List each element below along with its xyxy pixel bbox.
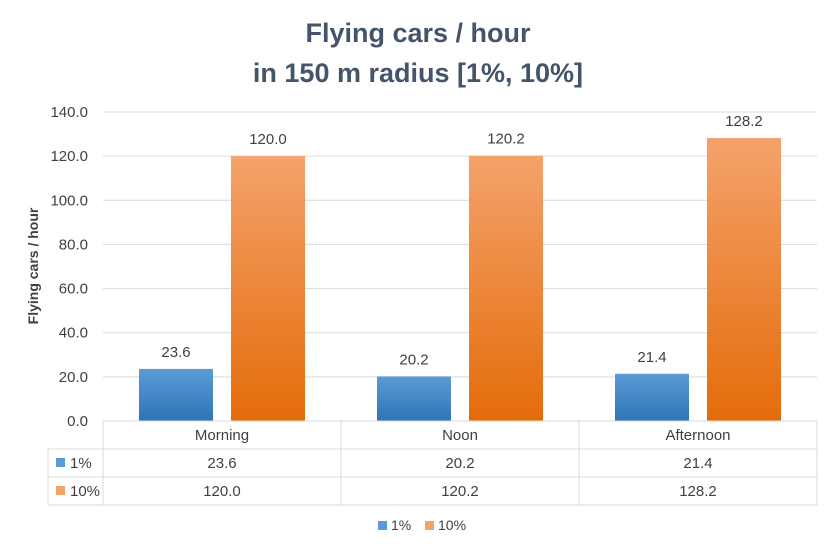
y-tick-label: 100.0 bbox=[50, 192, 88, 209]
legend-key bbox=[425, 521, 434, 530]
data-label: 21.4 bbox=[637, 349, 666, 366]
table-legend-key bbox=[56, 486, 65, 495]
category-label: Morning bbox=[195, 427, 249, 444]
data-label: 20.2 bbox=[399, 351, 428, 368]
legend-entry: 10% bbox=[438, 517, 466, 533]
legend-key bbox=[378, 521, 387, 530]
y-tick-label: 0.0 bbox=[67, 413, 88, 430]
y-tick-label: 120.0 bbox=[50, 148, 88, 165]
y-tick-label: 60.0 bbox=[59, 281, 88, 298]
y-tick-label: 140.0 bbox=[50, 104, 88, 121]
table-cell: 120.2 bbox=[441, 483, 479, 500]
data-label: 128.2 bbox=[725, 113, 763, 130]
bar-afternoon-series-0 bbox=[615, 373, 689, 421]
bar-morning-series-0 bbox=[139, 368, 213, 421]
chart-title-line-2: in 150 m radius [1%, 10%] bbox=[253, 58, 583, 88]
data-label: 120.0 bbox=[249, 131, 287, 148]
table-cell: 20.2 bbox=[445, 455, 474, 472]
table-series-name: 10% bbox=[70, 483, 100, 500]
gridlines bbox=[103, 111, 817, 378]
legend: 1% 10% bbox=[378, 517, 466, 533]
chart-title-line-1: Flying cars / hour bbox=[305, 18, 531, 48]
data-label: 23.6 bbox=[161, 344, 190, 361]
bar-morning-series-1 bbox=[231, 156, 305, 421]
category-label: Afternoon bbox=[665, 427, 730, 444]
bars bbox=[139, 138, 781, 422]
y-tick-labels: 0.0 20.0 40.0 60.0 80.0 100.0 120.0 140.0 bbox=[50, 104, 88, 430]
table-cell: 23.6 bbox=[207, 455, 236, 472]
y-tick-label: 40.0 bbox=[59, 325, 88, 342]
data-label: 120.2 bbox=[487, 131, 525, 148]
legend-entry: 1% bbox=[391, 517, 411, 533]
data-labels: 23.6 120.0 20.2 120.2 21.4 128.2 bbox=[161, 113, 762, 368]
y-axis-label: Flying cars / hour bbox=[25, 207, 41, 324]
table-legend-key bbox=[56, 458, 65, 467]
bar-afternoon-series-1 bbox=[707, 138, 781, 421]
table-series-name: 1% bbox=[70, 455, 92, 472]
table-cell: 120.0 bbox=[203, 483, 241, 500]
y-tick-label: 80.0 bbox=[59, 236, 88, 253]
table-cell: 128.2 bbox=[679, 483, 717, 500]
bar-noon-series-1 bbox=[469, 155, 543, 422]
category-label: Noon bbox=[442, 427, 478, 444]
table-cell: 21.4 bbox=[683, 455, 712, 472]
y-tick-label: 20.0 bbox=[59, 369, 88, 386]
bar-noon-series-0 bbox=[377, 376, 451, 421]
data-table: Morning Noon Afternoon 1% 23.6 20.2 21.4 10% 120… bbox=[47, 420, 818, 506]
